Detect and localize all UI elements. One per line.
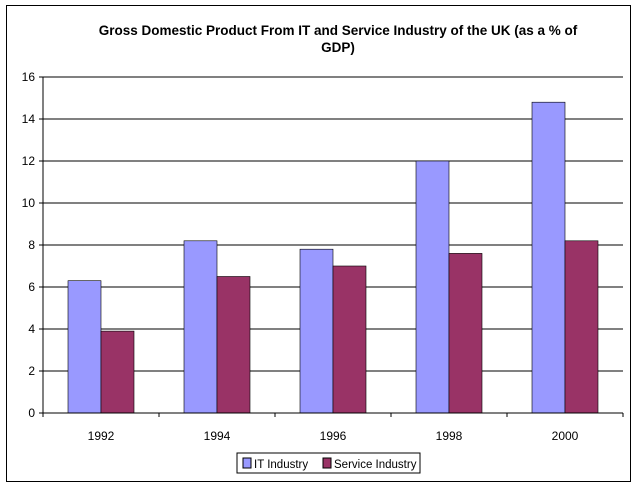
legend-label-it: IT Industry	[254, 459, 308, 471]
legend: IT Industry Service Industry	[236, 452, 421, 474]
y-tick-label: 14	[22, 112, 36, 126]
x-tick-label: 2000	[552, 429, 579, 443]
y-tick-label: 10	[22, 196, 36, 210]
y-tick-label: 4	[28, 322, 35, 336]
bar-it-1992	[67, 280, 102, 414]
x-tick-label: 1998	[436, 429, 463, 443]
bar-service-2000	[564, 240, 599, 414]
y-tick-label: 0	[28, 406, 35, 420]
y-tick-label: 2	[28, 364, 35, 378]
bar-service-1994	[216, 276, 251, 414]
legend-swatch-service	[322, 457, 332, 469]
legend-label-service: Service Industry	[334, 459, 417, 471]
x-tick-label: 1996	[320, 429, 347, 443]
chart-title-line-2: GDP)	[321, 40, 355, 55]
x-axis-ticks: 1992 1994 1996 1998 2000	[42, 413, 624, 443]
bar-it-2000	[531, 101, 566, 414]
bar-service-1998	[448, 253, 483, 414]
x-tick-label: 1994	[204, 429, 231, 443]
bar-it-1998	[415, 160, 450, 414]
bar-service-1992	[100, 330, 135, 414]
y-tick-label: 8	[28, 238, 35, 252]
chart-title-line-1: Gross Domestic Product From IT and Servi…	[99, 23, 578, 38]
x-tick-label: 1992	[88, 429, 115, 443]
y-tick-label: 12	[22, 154, 36, 168]
bar-it-1994	[183, 240, 218, 414]
bar-service-1996	[332, 265, 367, 414]
gridlines	[43, 76, 623, 372]
y-tick-label: 16	[22, 70, 36, 84]
y-tick-label: 6	[28, 280, 35, 294]
y-axis-ticks: 0 2 4 6 8 10 12 14 16	[22, 70, 43, 420]
bars	[67, 101, 599, 414]
legend-swatch-it	[242, 457, 252, 469]
bar-it-1996	[299, 248, 334, 414]
